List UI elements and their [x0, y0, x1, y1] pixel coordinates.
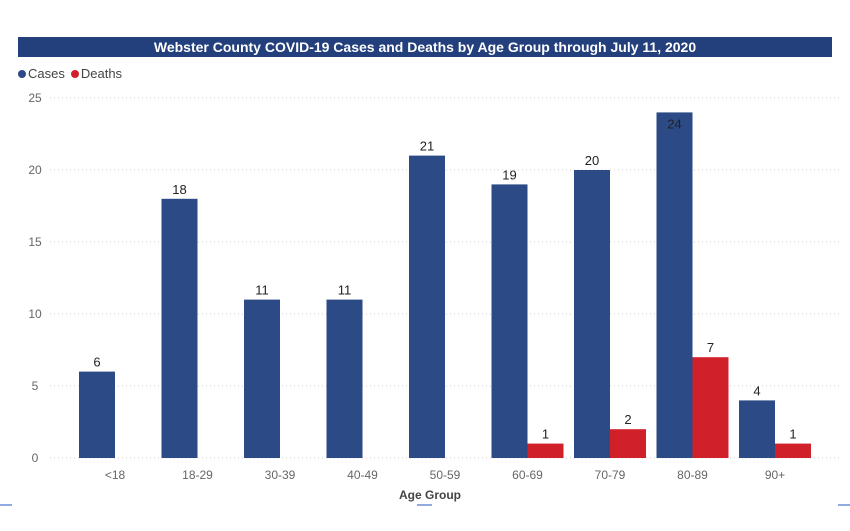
data-label: 7	[707, 340, 714, 355]
bar-cases	[326, 299, 363, 458]
y-tick-label: 0	[32, 451, 39, 465]
data-label: 4	[753, 383, 760, 398]
y-tick-label: 20	[28, 163, 42, 177]
y-tick-label: 25	[28, 91, 42, 105]
x-tick-label: 70-79	[595, 468, 626, 482]
y-tick-label: 15	[28, 235, 42, 249]
bar-deaths	[692, 357, 729, 458]
data-label: 1	[789, 427, 796, 442]
bar-cases	[739, 400, 775, 458]
y-tick-label: 5	[32, 379, 39, 393]
bar-deaths	[527, 443, 564, 458]
x-tick-label: 50-59	[430, 468, 461, 482]
x-tick-label: 90+	[765, 468, 785, 482]
data-label: 1	[542, 427, 549, 442]
bar-cases	[161, 198, 198, 459]
bar-deaths	[610, 429, 646, 458]
bar-cases	[491, 184, 528, 458]
data-label: 20	[585, 153, 599, 168]
x-tick-label: 80-89	[677, 468, 708, 482]
x-tick-label: 40-49	[347, 468, 378, 482]
legend-deaths: Deaths	[70, 66, 122, 81]
x-tick-label: 60-69	[512, 468, 543, 482]
bar-cases	[409, 155, 445, 458]
chart-title: Webster County COVID-19 Cases and Deaths…	[18, 37, 832, 57]
data-label: 6	[93, 355, 100, 370]
data-label: 18	[172, 182, 186, 197]
data-label: 19	[502, 167, 516, 182]
y-tick-label: 10	[28, 307, 42, 321]
bar-cases	[79, 371, 115, 458]
data-label: 2	[624, 412, 631, 427]
data-label: 24	[667, 116, 681, 131]
data-label: 11	[255, 283, 269, 298]
bar-deaths	[775, 443, 811, 458]
x-tick-label: 30-39	[265, 468, 296, 482]
legend: Cases Deaths	[18, 66, 122, 81]
x-axis-title: Age Group	[399, 488, 461, 502]
legend-cases: Cases	[18, 66, 65, 81]
data-label: 21	[420, 139, 434, 154]
bar-cases	[574, 170, 610, 458]
x-tick-label: <18	[105, 468, 126, 482]
data-label: 11	[338, 283, 352, 298]
bar-cases	[244, 299, 280, 458]
x-tick-label: 18-29	[182, 468, 213, 482]
bar-cases	[656, 112, 693, 459]
